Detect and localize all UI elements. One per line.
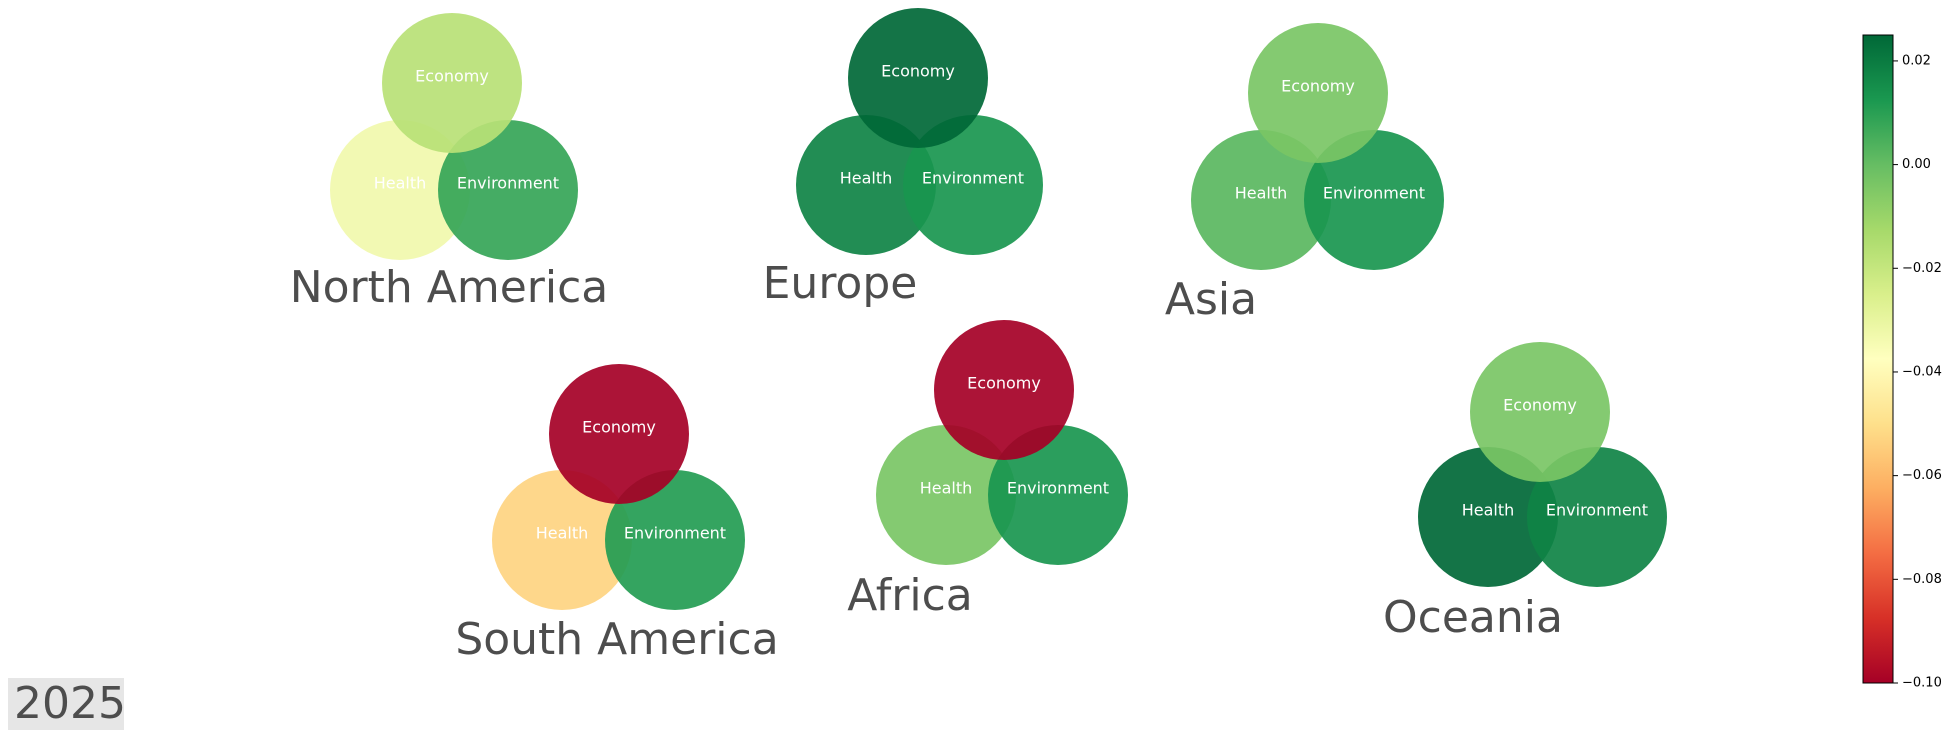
region-group-asia: Health Environment Economy Asia bbox=[1165, 23, 1444, 325]
year-box bbox=[8, 678, 124, 730]
circle-label-environment: Environment bbox=[1546, 501, 1648, 520]
region-title: Africa bbox=[847, 570, 973, 621]
circle-label-environment: Environment bbox=[922, 169, 1024, 188]
circle-environment bbox=[1527, 447, 1667, 587]
circle-economy bbox=[1248, 23, 1388, 163]
circle-label-health: Health bbox=[840, 169, 893, 188]
colorbar-tick-label: −0.06 bbox=[1902, 468, 1942, 483]
circle-environment bbox=[605, 470, 745, 610]
circle-environment bbox=[1304, 130, 1444, 270]
circle-label-economy: Economy bbox=[582, 418, 656, 437]
colorbar-ticks: 0.02 0.00 −0.02 −0.04 −0.06 −0.08 −0.10 bbox=[1893, 53, 1942, 691]
circle-health bbox=[330, 120, 470, 260]
region-title: Asia bbox=[1165, 274, 1257, 325]
circle-label-economy: Economy bbox=[415, 67, 489, 86]
colorbar-tick-label: −0.10 bbox=[1902, 676, 1942, 691]
circle-label-environment: Environment bbox=[1007, 479, 1109, 498]
circle-economy bbox=[848, 8, 988, 148]
region-group-north-america: Health Environment Economy North America bbox=[290, 13, 609, 313]
region-title: Europe bbox=[763, 258, 918, 309]
region-title: South America bbox=[455, 614, 778, 665]
circle-label-economy: Economy bbox=[1503, 396, 1577, 415]
colorbar-tick-label: 0.00 bbox=[1902, 157, 1931, 172]
circle-health bbox=[796, 115, 936, 255]
circle-label-environment: Environment bbox=[1323, 184, 1425, 203]
circle-health bbox=[492, 470, 632, 610]
circle-label-health: Health bbox=[1462, 501, 1515, 520]
circle-health bbox=[876, 425, 1016, 565]
colorbar-tick-label: 0.02 bbox=[1902, 53, 1931, 68]
region-title: Oceania bbox=[1383, 592, 1563, 643]
circle-health bbox=[1191, 130, 1331, 270]
circle-economy bbox=[1470, 342, 1610, 482]
circle-environment bbox=[438, 120, 578, 260]
colorbar: 0.02 0.00 −0.02 −0.04 −0.06 −0.08 −0.10 bbox=[1862, 34, 1942, 691]
circle-label-economy: Economy bbox=[881, 62, 955, 81]
colorbar-tick-label: −0.04 bbox=[1902, 364, 1942, 379]
region-title: North America bbox=[290, 262, 609, 313]
region-group-africa: Health Environment Economy Africa bbox=[847, 320, 1128, 621]
circle-label-health: Health bbox=[374, 174, 427, 193]
colorbar-gradient bbox=[1862, 34, 1894, 684]
circle-economy bbox=[549, 364, 689, 504]
circle-label-environment: Environment bbox=[457, 174, 559, 193]
circle-economy bbox=[382, 13, 522, 153]
region-group-oceania: Health Environment Economy Oceania bbox=[1383, 342, 1667, 643]
circle-health bbox=[1418, 447, 1558, 587]
year-badge: 2025 bbox=[8, 678, 126, 730]
circle-label-health: Health bbox=[1235, 184, 1288, 203]
circle-label-health: Health bbox=[920, 479, 973, 498]
circle-label-health: Health bbox=[536, 524, 589, 543]
colorbar-tick-label: −0.08 bbox=[1902, 572, 1942, 587]
circle-economy bbox=[934, 320, 1074, 460]
region-group-europe: Health Environment Economy Europe bbox=[763, 8, 1043, 309]
colorbar-tick-label: −0.02 bbox=[1902, 261, 1942, 276]
circle-label-economy: Economy bbox=[967, 374, 1041, 393]
circle-environment bbox=[903, 115, 1043, 255]
year-label: 2025 bbox=[14, 678, 126, 729]
circle-environment bbox=[988, 425, 1128, 565]
circle-label-environment: Environment bbox=[624, 524, 726, 543]
circle-label-economy: Economy bbox=[1281, 77, 1355, 96]
region-group-south-america: Health Environment Economy South America bbox=[455, 364, 779, 665]
